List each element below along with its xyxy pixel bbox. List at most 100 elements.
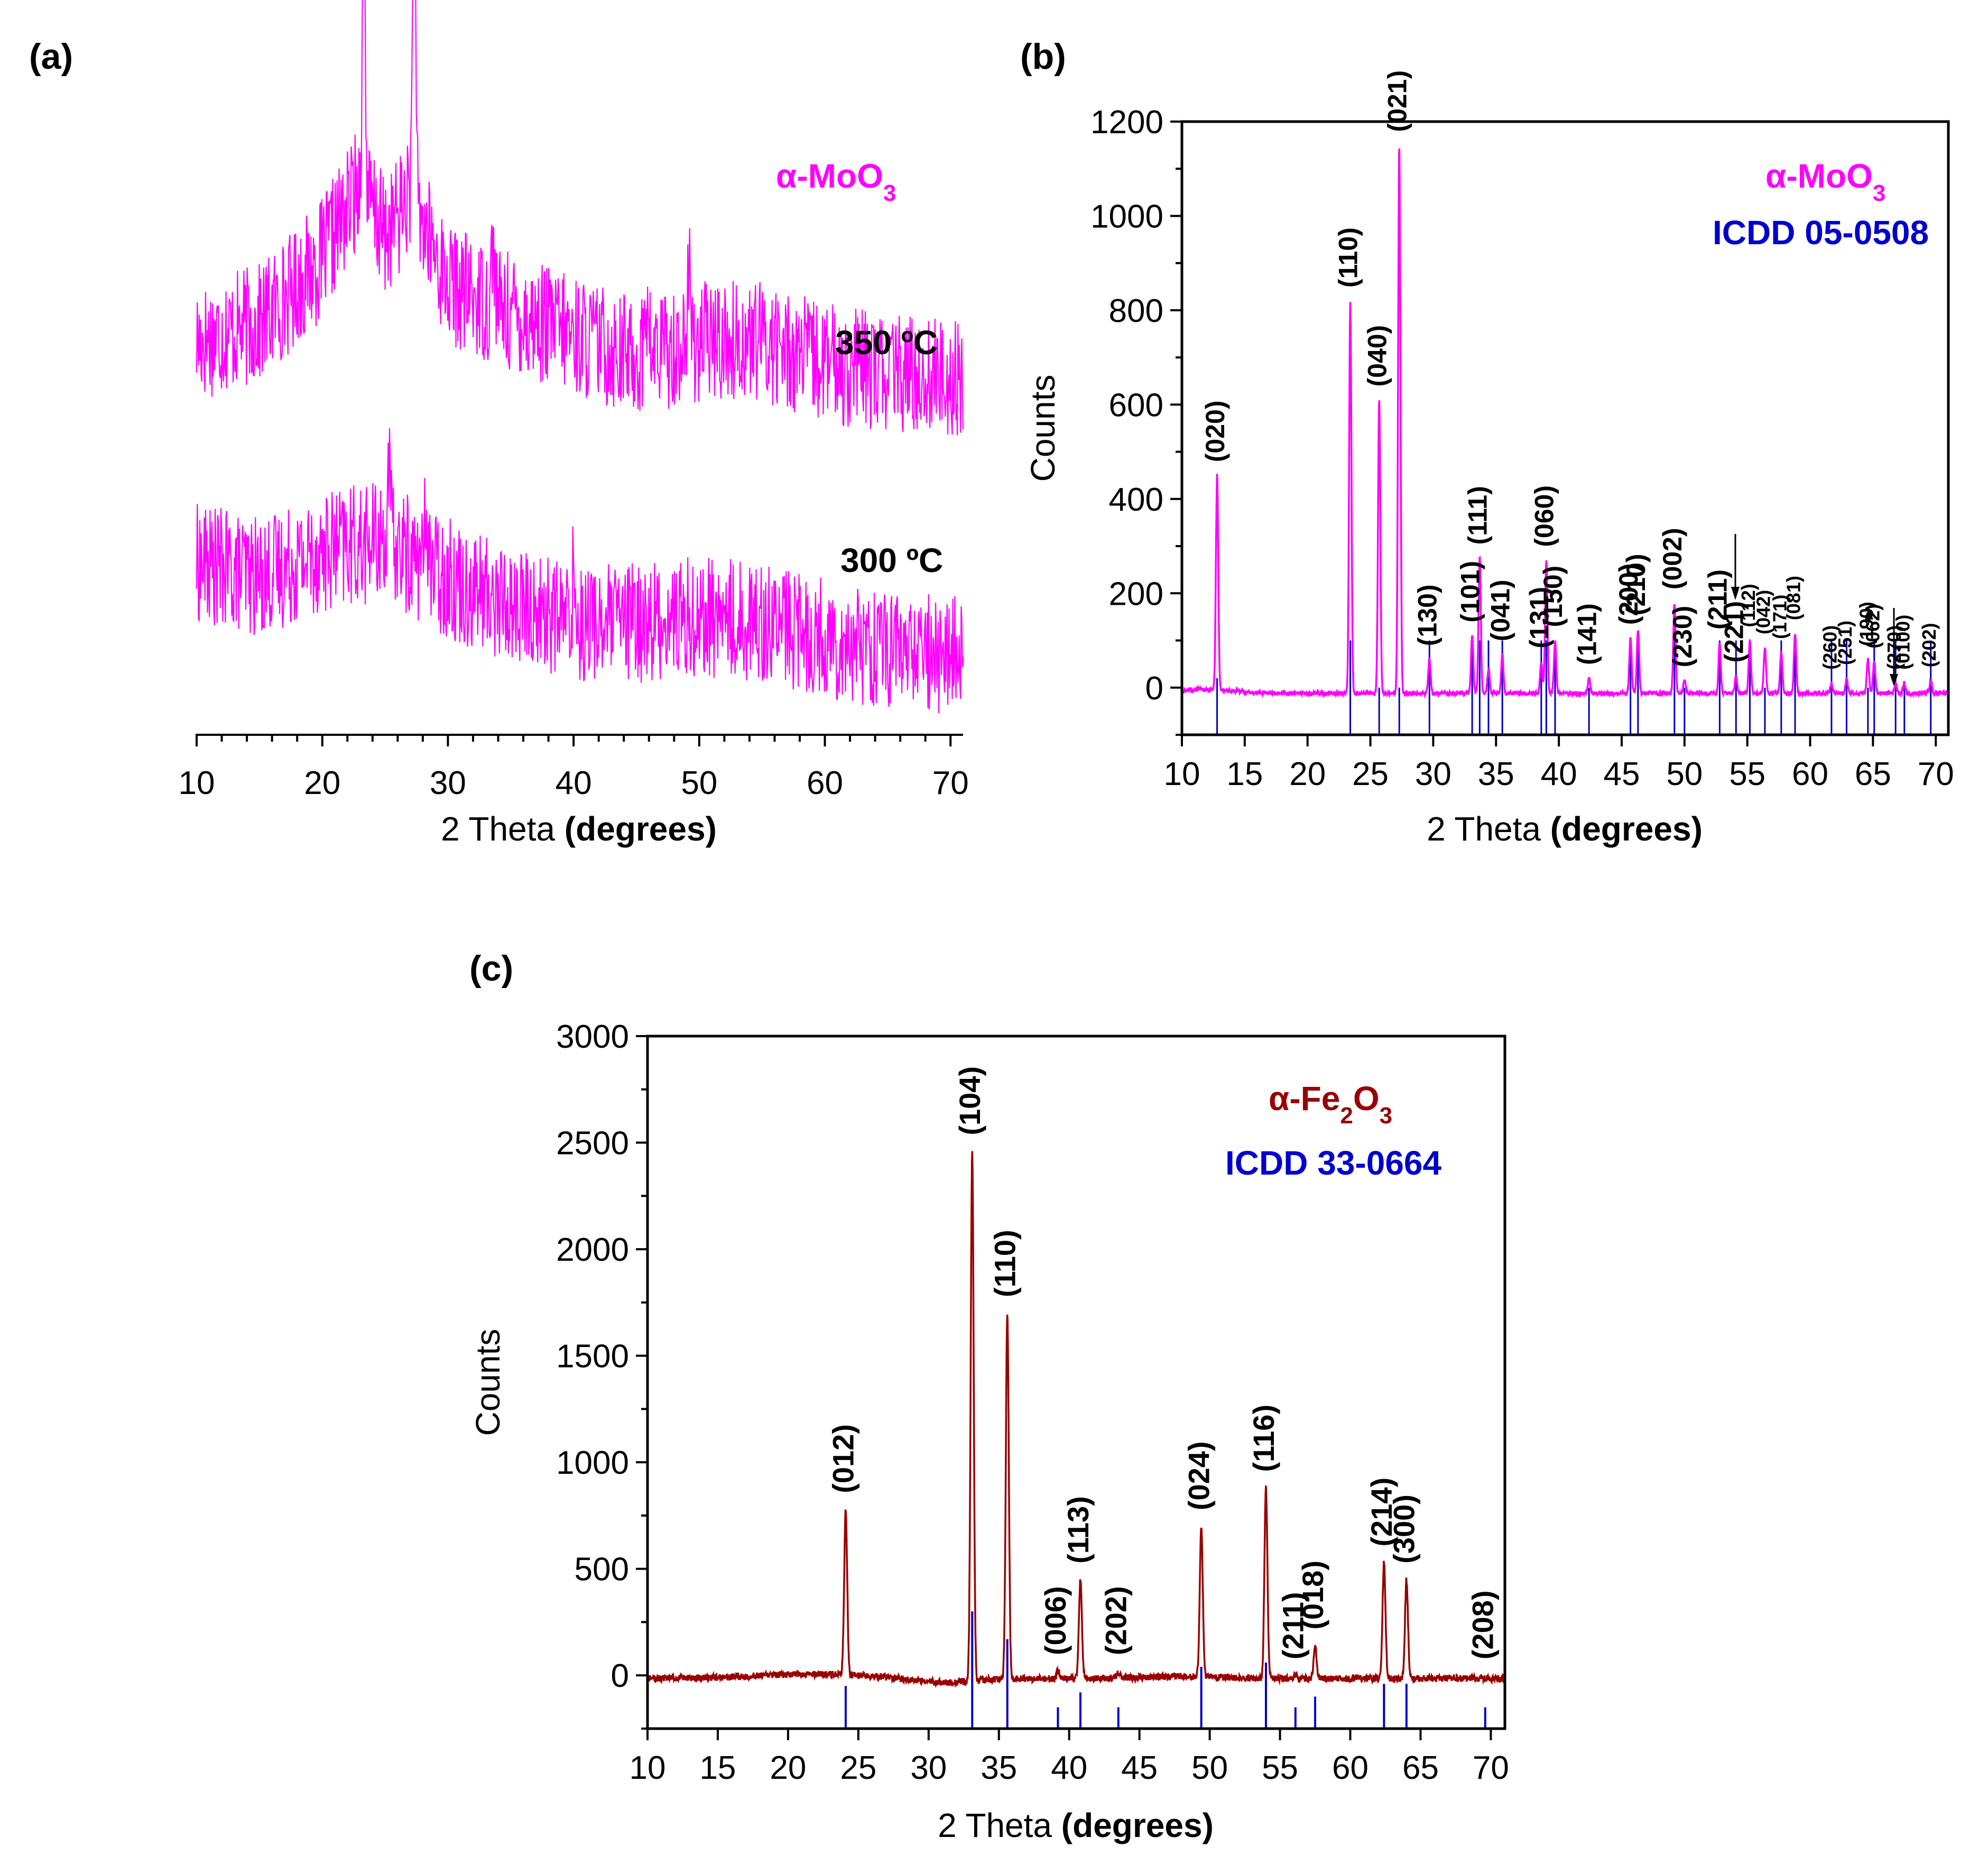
panel-a-traces (196, 0, 964, 714)
peak-label: (214) (1365, 1478, 1398, 1547)
x-tick-label: 50 (1191, 1750, 1228, 1786)
panel-c-pattern-line (646, 1151, 1506, 1688)
panel-c-legend: α-Fe2O3 (1269, 1079, 1392, 1129)
y-tick-label: 500 (575, 1552, 629, 1588)
x-tick-label: 70 (1473, 1750, 1509, 1786)
peak-label: (251) (1834, 621, 1856, 665)
x-tick-label: 35 (1478, 756, 1514, 792)
x-tick-label: 70 (1918, 756, 1954, 792)
peak-label: (062) (1862, 604, 1883, 649)
peak-label: (230) (1668, 606, 1697, 668)
trace-300 (196, 428, 964, 714)
peak-label: (020) (1200, 401, 1230, 463)
y-tick-label: 1000 (556, 1445, 629, 1481)
x-tick-label: 55 (1262, 1750, 1298, 1786)
peak-label: (113) (1061, 1496, 1095, 1564)
peak-label: (131) (1524, 587, 1554, 649)
x-tick-label: 30 (910, 1750, 947, 1786)
peak-label: (202) (1099, 1586, 1133, 1655)
peak-label: (110) (988, 1230, 1021, 1297)
peak-label: (112) (1737, 584, 1759, 627)
peak-label: (300) (1388, 1494, 1421, 1564)
panel-label-b: (b) (1020, 36, 1066, 77)
panel-b: (b) 10 15 20 25 30 35 40 45 50 55 60 65 70 0 200 400 600… (1020, 36, 1954, 848)
x-tick-label: 35 (981, 1750, 1017, 1786)
peak-label: (042) (1753, 590, 1774, 634)
panel-a-x-tick-label: 40 (556, 765, 592, 801)
peak-label: (041) (1485, 580, 1515, 642)
series-label-300: 300 ºC (840, 541, 943, 579)
panel-a-x-label: 2 Theta (degrees) (441, 810, 717, 848)
panel-label-c: (c) (469, 948, 513, 989)
y-tick-label: 3000 (556, 1019, 629, 1055)
series-label-350: 350 ºC (835, 324, 938, 362)
peak-label: (260) (1819, 625, 1841, 670)
y-tick-label: 1200 (1090, 104, 1163, 141)
peak-label: (021) (1382, 70, 1412, 132)
y-tick-label: 2000 (556, 1232, 629, 1268)
y-tick-label: 200 (1109, 576, 1163, 612)
x-tick-label: 15 (1226, 756, 1263, 792)
panel-b-plot-frame (1180, 120, 1950, 736)
panel-a-x-tick-label: 30 (430, 765, 466, 801)
peak-label: (040) (1362, 325, 1392, 387)
peak-label: (0100) (1892, 615, 1913, 670)
peak-label: (130) (1413, 584, 1443, 646)
peak-label: (141) (1572, 603, 1602, 665)
peak-label: (060) (1530, 485, 1559, 547)
panel-a-legend: α-MoO3 (776, 157, 896, 206)
x-tick-label: 55 (1729, 756, 1765, 792)
panel-b-y-label: Counts (1024, 375, 1062, 482)
x-tick-label: 10 (630, 1750, 666, 1786)
y-tick-label: 1500 (556, 1338, 629, 1375)
panel-a-x-tick-label: 20 (304, 765, 340, 801)
x-tick-label: 40 (1051, 1750, 1087, 1786)
peak-label: (171) (1769, 595, 1790, 639)
x-tick-label: 25 (1352, 756, 1389, 792)
panel-a-x-tick-label: 50 (681, 765, 717, 801)
x-tick-label: 60 (1792, 756, 1828, 792)
panel-a-x-ticks: 10 20 30 40 50 60 70 (179, 735, 969, 801)
peak-label: (202) (1918, 623, 1940, 667)
panel-a-x-tick-label: 10 (179, 765, 215, 801)
peak-label: (110) (1334, 227, 1363, 288)
x-tick-label: 30 (1415, 756, 1451, 792)
x-tick-label: 65 (1402, 1750, 1439, 1786)
x-tick-label: 15 (699, 1750, 736, 1786)
panel-a-x-tick-label: 70 (932, 765, 969, 801)
panel-b-pattern-line (1181, 148, 1949, 699)
panel-c-x-label: 2 Theta (degrees) (938, 1806, 1214, 1844)
peak-label: (190) (1855, 602, 1877, 646)
x-tick-label: 45 (1603, 756, 1640, 792)
panel-label-a: (a) (29, 36, 73, 77)
x-tick-label: 10 (1164, 756, 1200, 792)
peak-label: (104) (953, 1066, 986, 1135)
y-tick-label: 600 (1109, 387, 1163, 423)
peak-label: (012) (827, 1424, 860, 1493)
panel-c-peak-labels: (012) (104) (110) (006) (113)(202) (024) (116)… (827, 1066, 1500, 1659)
y-tick-label: 2500 (556, 1125, 629, 1162)
x-tick-label: 45 (1121, 1750, 1158, 1786)
panel-c: (c) 10 15 20 25 30 35 40 45 50 55 60 65 70 0 500 1000 15… (469, 948, 1509, 1844)
peak-label: (211) (1277, 1592, 1310, 1660)
y-tick-label: 400 (1109, 482, 1163, 518)
trace-350 (196, 0, 964, 436)
peak-label: (006) (1039, 1586, 1072, 1655)
y-tick-label: 0 (1145, 670, 1163, 707)
panel-a: (a) 10 20 30 40 50 60 70 α-MoO3 350 ºC 300 ºC … (29, 0, 969, 848)
panel-c-plot-frame (646, 1035, 1506, 1730)
x-tick-label: 40 (1541, 756, 1577, 792)
peak-label: (101) (1455, 561, 1485, 623)
panel-c-reference-label: ICDD 33-0664 (1225, 1144, 1442, 1182)
peak-label: (018) (1296, 1561, 1329, 1630)
peak-label: (081) (1782, 576, 1804, 620)
y-tick-label: 0 (611, 1658, 629, 1694)
panel-b-legend: α-MoO3 (1765, 157, 1885, 206)
panel-b-reference-lines (1216, 640, 1932, 735)
panel-c-reference-lines (844, 1611, 1486, 1729)
x-tick-label: 65 (1855, 756, 1891, 792)
x-tick-label: 20 (1289, 756, 1326, 792)
peak-label: (221) (1719, 601, 1749, 663)
panel-b-arrows (1731, 534, 1898, 686)
